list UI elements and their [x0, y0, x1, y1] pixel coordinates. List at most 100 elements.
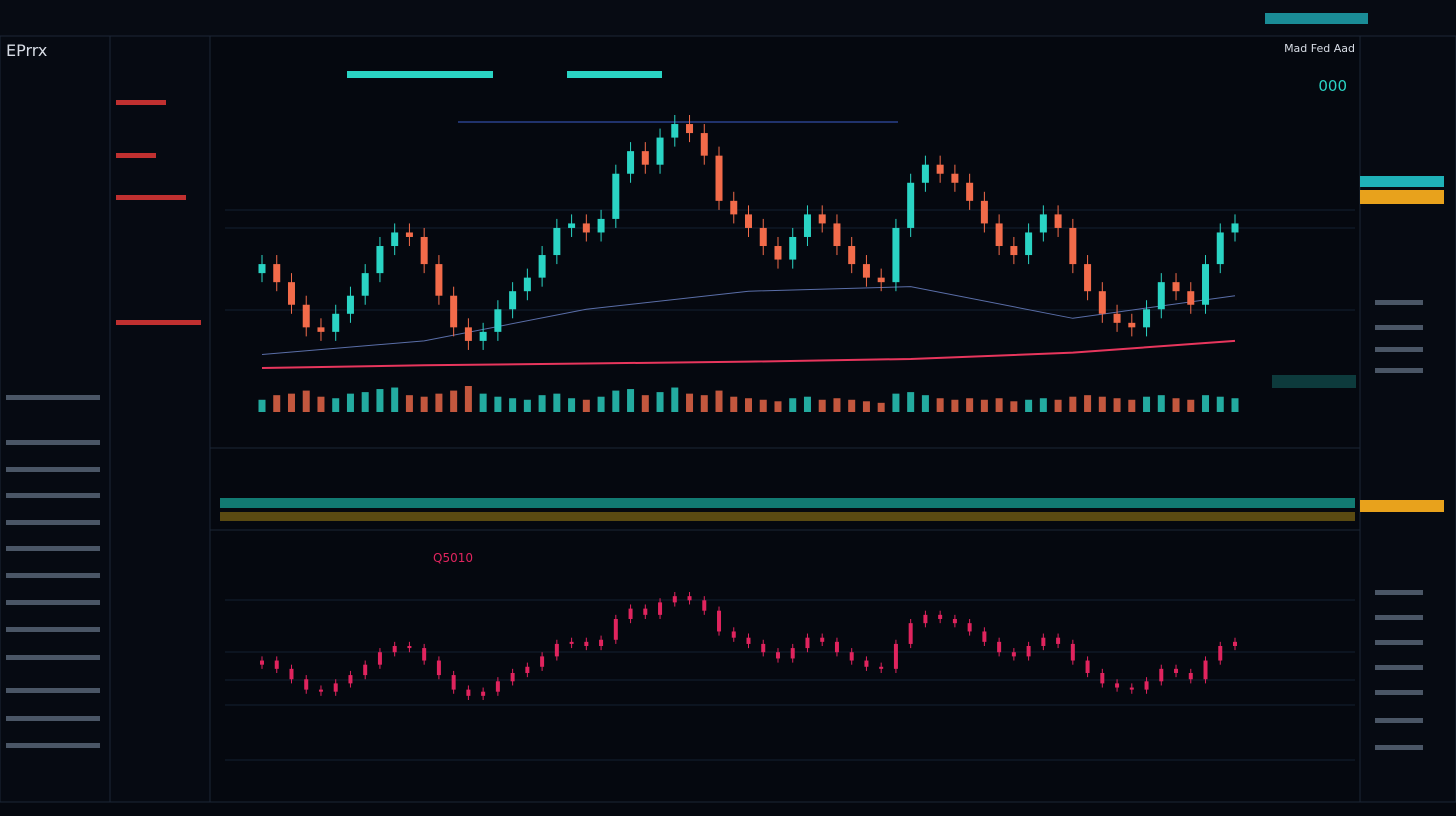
lower-body: [982, 631, 987, 642]
candle-body: [479, 331, 487, 341]
volume-bar: [258, 399, 266, 412]
candle-body: [1084, 264, 1092, 292]
right-highlight: [1360, 190, 1444, 204]
volume-bar: [627, 389, 635, 412]
candle-body: [995, 223, 1003, 247]
volume-bar: [317, 396, 325, 412]
volume-bar: [1187, 399, 1195, 412]
candle-body: [302, 304, 310, 328]
candle-body: [332, 313, 340, 332]
candle-body: [1202, 264, 1210, 305]
lower-body: [923, 614, 928, 624]
volume-bar: [1231, 398, 1239, 412]
volume-bar: [774, 401, 782, 412]
candle-body: [1069, 227, 1077, 265]
candle-body: [745, 214, 752, 228]
candle-body: [1025, 232, 1033, 256]
candle-body: [287, 282, 295, 305]
candle-body: [862, 264, 870, 278]
lower-body: [466, 689, 471, 696]
candle-body: [1187, 291, 1195, 305]
candle-body: [1172, 282, 1180, 292]
volume-bar: [405, 395, 413, 412]
volume-bar: [420, 396, 428, 412]
volume-bar: [538, 395, 546, 412]
lower-body: [775, 652, 780, 659]
volume-bar: [479, 393, 487, 412]
candle-body: [435, 264, 443, 296]
lower-body: [820, 637, 825, 642]
volume-bar: [1054, 399, 1062, 412]
lower-body: [672, 596, 677, 603]
candle-body: [1010, 246, 1018, 256]
volume-bar: [494, 396, 502, 412]
volume-bar: [907, 392, 915, 412]
right-highlight: [1360, 500, 1444, 512]
candle-body: [538, 255, 546, 278]
lower-body: [274, 660, 279, 669]
candle-body: [1054, 214, 1062, 228]
volume-bar: [361, 392, 369, 412]
lower-body: [348, 675, 353, 684]
candle-body: [523, 277, 531, 292]
candle-body: [759, 227, 767, 247]
volume-bar: [862, 401, 870, 412]
volume-bar: [523, 399, 531, 412]
volume-bar: [273, 395, 281, 412]
lower-body: [879, 666, 884, 669]
lower-body: [540, 656, 545, 667]
candle-body: [450, 295, 458, 328]
volume-bar: [1157, 395, 1165, 412]
lower-body: [1129, 687, 1134, 690]
lower-body: [967, 623, 972, 632]
lower-body: [407, 646, 412, 649]
candle-body: [1157, 282, 1165, 310]
volume-bar: [892, 393, 900, 412]
lower-body: [451, 675, 456, 690]
volume-bar: [759, 399, 767, 412]
app-title: EPrrx: [6, 41, 47, 60]
candle-body: [877, 277, 885, 283]
candle-body: [921, 164, 929, 183]
lower-body: [1085, 660, 1090, 673]
badge: [1272, 375, 1356, 388]
volume-bar: [1113, 398, 1121, 412]
volume-bar: [1039, 398, 1047, 412]
candle-body: [346, 295, 354, 314]
candle-body: [568, 223, 576, 228]
right-highlight: [1360, 176, 1444, 187]
lower-body: [333, 683, 338, 692]
volume-bar: [1010, 401, 1018, 412]
lower-body: [1218, 646, 1223, 661]
volume-bar: [700, 395, 708, 412]
candle-body: [317, 327, 325, 332]
volume-bar: [346, 393, 354, 412]
lower-body: [834, 641, 839, 653]
top-bar: [0, 0, 1456, 36]
candle-body: [597, 218, 605, 233]
left-panel: [0, 35, 111, 803]
candle-body: [361, 273, 369, 296]
panel-grid: [225, 209, 1355, 761]
lower-body: [1144, 681, 1149, 690]
lower-body: [1203, 660, 1208, 680]
volume-bar: [332, 398, 340, 412]
lower-body: [1188, 673, 1193, 680]
candle-body: [848, 246, 856, 265]
volume-bar: [1128, 399, 1136, 412]
lower-body: [525, 666, 530, 673]
volume-bar: [612, 390, 620, 412]
lower-body: [554, 643, 559, 657]
lower-body: [422, 648, 427, 661]
candle-body: [494, 309, 502, 332]
lower-body: [584, 641, 589, 646]
top-indicator: [1265, 13, 1368, 24]
volume-bar: [1202, 395, 1210, 412]
volume-bar: [597, 396, 605, 412]
candle-body: [553, 227, 561, 256]
lower-body: [1233, 641, 1237, 646]
candle-body: [656, 137, 664, 165]
volume-bar: [391, 387, 399, 412]
candle-body: [582, 223, 590, 233]
